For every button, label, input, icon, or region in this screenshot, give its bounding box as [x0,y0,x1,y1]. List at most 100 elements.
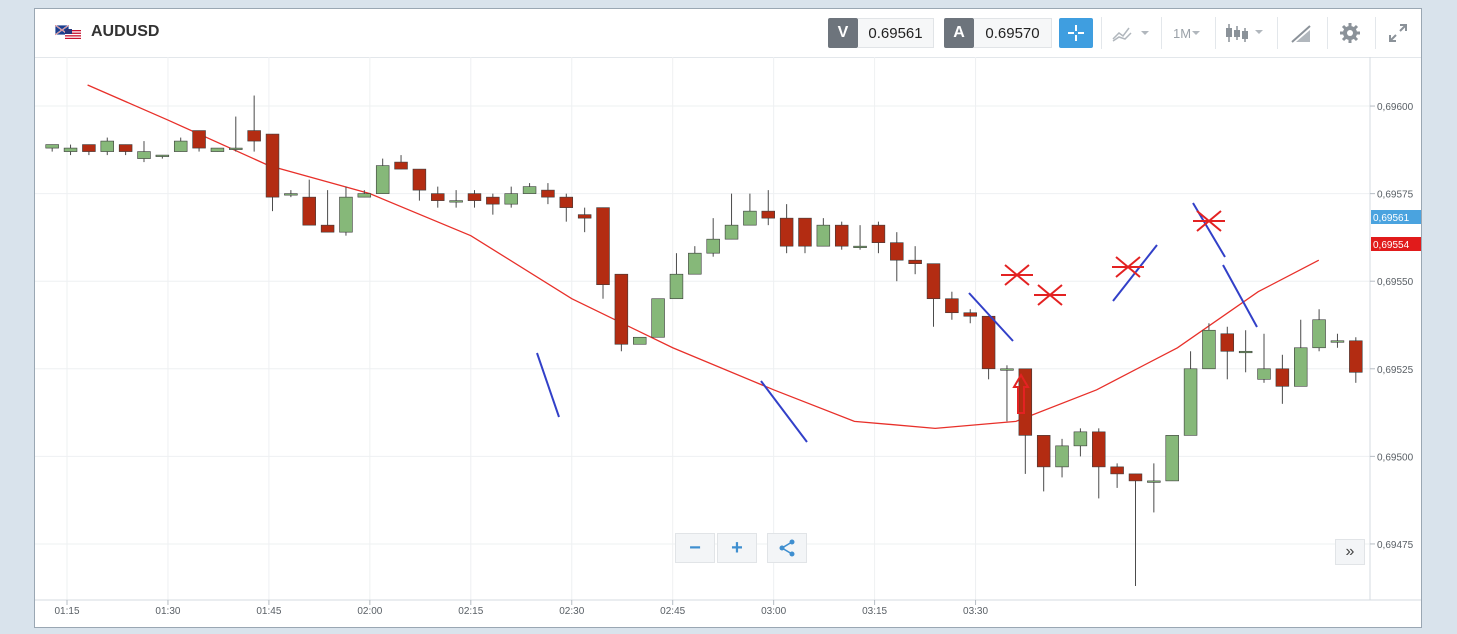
symbol-selector[interactable]: AUDUSD [54,23,160,41]
candle-body [890,242,904,261]
symbol-name: AUDUSD [91,23,160,40]
cross-mark [1112,256,1144,278]
candle-body [761,210,775,219]
time-axis: 01:15 01:30 01:45 02:00 02:15 02:30 02:45 03:00… [54,600,988,617]
buy-label: A [944,18,974,48]
buy-quote[interactable]: A 0.69570 [944,18,1052,48]
moving-average-line [87,84,1320,429]
candle-body [633,336,647,345]
candle-body [981,315,996,370]
candle-body [1036,435,1051,468]
candle-body [173,140,188,152]
candle-body [63,147,78,152]
cross-mark [1034,284,1066,306]
candle-body [302,196,316,226]
candle-body [1330,340,1345,343]
candle-body [467,193,482,201]
candle-body [100,140,114,152]
crosshair-icon [1059,18,1093,48]
candle-body [1349,340,1363,373]
grid [35,57,1370,600]
candle-body [375,165,390,194]
candle-body [559,196,574,208]
candle-body [1183,368,1198,436]
candle-body [743,210,757,226]
candle-body [577,214,592,219]
candle-body [82,144,96,152]
price-tags: 0,69561 0,69554 [1371,210,1421,251]
y-tick-label: 0,69575 [1377,190,1414,201]
x-tick-label: 03:00 [761,606,786,617]
fullscreen-button[interactable] [1381,18,1415,48]
candle-body [1238,350,1253,354]
candle-body [486,196,500,205]
zoom-out-button[interactable]: − [675,533,715,563]
au-us-flag-icon [54,24,81,39]
share-button[interactable] [767,533,807,563]
candle-body [1128,473,1143,482]
candle-body [265,133,280,198]
candles [45,95,1363,586]
candle-body [357,193,372,198]
candle-body [1147,480,1161,483]
fullscreen-icon [1389,24,1407,42]
x-tick-label: 02:15 [458,606,483,617]
candle-body [834,224,849,247]
candle-body [1294,347,1308,387]
candle-body [1055,445,1069,468]
y-tick-label: 0,69600 [1377,102,1414,113]
user-drawings [536,202,1258,443]
candle-body [339,196,353,233]
chart-type-icon [1226,24,1263,42]
candle-body [394,161,408,170]
sell-quote[interactable]: V 0.69561 [828,18,934,48]
candle-body [669,273,684,300]
indicators-icon [1112,27,1149,42]
candle-body [596,207,610,286]
candle-body [1018,368,1033,436]
bid-price-tag [1371,210,1421,224]
chart-widget: AUDUSD V 0.69561 A 0.69570 1M [34,8,1422,628]
y-tick-label: 0,69550 [1377,277,1414,288]
indicators-button[interactable] [1109,18,1157,48]
chart-type-button[interactable] [1221,18,1271,48]
drawing-tools-button[interactable] [1283,18,1319,48]
candle-body [926,263,941,300]
candle-body [908,259,922,264]
candle-body [614,273,629,345]
y-tick-label: 0,69525 [1377,365,1414,376]
candle-body [522,186,537,194]
buy-price: 0.69570 [974,18,1052,48]
settings-button[interactable] [1333,18,1367,48]
price-chart[interactable]: 0,69600 0,69575 0,69550 0,69525 0,69500 0,694… [35,57,1421,627]
candle-body [284,193,298,196]
candle-body [504,193,518,205]
crosshair-button[interactable] [1059,18,1093,48]
bid-price-tag-label: 0,69561 [1373,213,1410,224]
timeframe-button[interactable]: 1M [1167,18,1207,48]
x-tick-label: 01:15 [54,606,79,617]
timeframe-label: 1M [1172,25,1192,41]
x-tick-label: 02:30 [559,606,584,617]
arrow-up-icon [1012,373,1030,414]
candle-body [1110,466,1124,475]
ask-price-tag-label: 0,69554 [1373,240,1410,251]
zoom-controls: − + [675,533,807,563]
candle-body [118,144,133,152]
trend-line [968,292,1014,342]
y-tick-label: 0,69475 [1377,540,1414,551]
candle-body [1275,368,1290,387]
candle-body [247,130,261,142]
scroll-to-latest-button[interactable]: » [1335,539,1365,565]
candle-body [1165,435,1179,482]
candle-body [431,193,445,201]
x-tick-label: 01:45 [256,606,281,617]
price-axis: 0,69600 0,69575 0,69550 0,69525 0,69500 0,694… [1370,102,1414,551]
zoom-in-button[interactable]: + [717,533,757,563]
candle-body [229,147,243,150]
candle-body [706,238,720,254]
candle-body [963,312,977,317]
candle-body [779,217,794,247]
trend-line [760,380,808,443]
drawing-icon [1291,25,1311,43]
